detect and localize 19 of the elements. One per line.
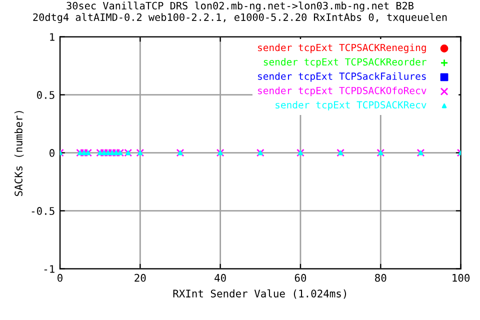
x-tick-label: 40 — [214, 274, 226, 282]
legend-label: sender tcpExt TCPSackFailures — [258, 72, 426, 82]
x-axis-title: RXInt Sender Value (1.024ms) — [173, 289, 346, 299]
x-tick-label: 20 — [134, 274, 146, 282]
y-tick-label: -1 — [44, 265, 54, 273]
y-axis-title: SACKs (number) — [14, 111, 24, 196]
chart-title: 30sec VanillaTCP DRS lon02.mb-ng.net->lon03.mb-ng.net B2B 20dtg4 altAIMD-0.2 web100-2.2.1, e1000-5.2.20 RxIntAbs 0, txqueuelen — [33, 2, 447, 24]
x-tick-label: 100 — [452, 274, 470, 282]
legend-label: sender tcpExt TCPDSACKOfoRecv — [258, 86, 426, 96]
x-tick-label: 0 — [58, 274, 62, 282]
y-tick-label: 1 — [50, 33, 54, 41]
legend-label: sender tcpExt TCPSACKReorder — [264, 58, 426, 68]
y-tick-label: 0 — [50, 149, 54, 157]
x-tick-label: 80 — [375, 274, 386, 282]
y-tick-label: -0.5 — [32, 207, 54, 215]
x-tick-label: 60 — [294, 274, 306, 282]
legend-label: sender tcpExt TCPDSACKRecv — [276, 101, 426, 110]
legend-label: sender tcpExt TCPSACKReneging — [258, 44, 426, 54]
y-tick-label: 0.5 — [37, 91, 54, 99]
